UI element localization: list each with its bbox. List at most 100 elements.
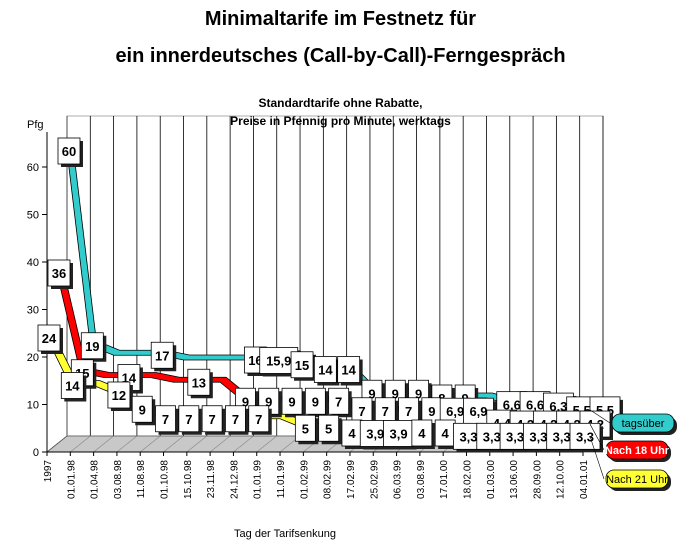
data-label-box: 9	[304, 387, 329, 418]
data-label: 14	[318, 363, 333, 378]
data-label-background	[248, 405, 270, 433]
data-label: 17	[155, 348, 169, 363]
x-tick-label: 03.08.98	[113, 460, 124, 499]
x-tick-label: 01.03.00	[486, 460, 497, 499]
data-label-box: 12	[107, 381, 133, 411]
data-label: 7	[405, 404, 412, 419]
data-label-background	[80, 332, 104, 360]
x-tick-label: 25.02.99	[369, 460, 380, 499]
x-tick-label: 01.01.99	[253, 460, 264, 499]
data-label-background	[328, 387, 350, 415]
data-label: 13	[192, 375, 206, 390]
x-tick-label: 1997	[43, 460, 54, 483]
data-label: 9	[139, 402, 146, 417]
legend-entry: tagsüber	[589, 409, 677, 435]
chart-title-line-1: Minimaltarife im Festnetz für	[204, 8, 477, 30]
data-label: 4	[442, 426, 450, 441]
data-label-background	[47, 259, 71, 287]
x-tick-label: 24.12.98	[229, 460, 240, 499]
data-label-background	[290, 351, 314, 379]
data-label-box: 9	[131, 395, 156, 426]
chart-subtitle-line-1: Standardtarife ohne Rabatte,	[258, 96, 423, 110]
legend-entry: Nach 18 Uhr	[589, 423, 671, 462]
data-label-background	[337, 356, 361, 383]
data-label: 15	[295, 358, 309, 373]
data-label-box: 15	[290, 351, 317, 381]
floor-grid-line	[70, 435, 91, 453]
data-label-box: 9	[281, 387, 306, 418]
data-label-background	[150, 341, 174, 369]
y-tick-label: 20	[27, 352, 39, 364]
x-tick-label: 08.02.99	[323, 460, 334, 499]
x-tick-label: 23.11.98	[206, 460, 217, 499]
data-label: 7	[255, 412, 262, 427]
data-label: 4	[348, 426, 356, 441]
data-label: 15,9	[266, 353, 291, 368]
x-tick-label: 01.04.98	[90, 460, 101, 499]
data-label-box: 14	[313, 356, 340, 386]
y-tick-label: 50	[27, 210, 39, 222]
data-label: 5	[302, 421, 309, 436]
data-label: 7	[185, 412, 192, 427]
data-label-background	[225, 405, 246, 433]
data-label: 7	[209, 412, 216, 427]
data-label-background	[131, 395, 153, 423]
x-tick-label: 04.01.01	[579, 460, 590, 499]
y-tick-label: 40	[27, 257, 39, 269]
data-label: 3,3	[506, 429, 524, 444]
data-label-box: 7	[248, 405, 272, 435]
floor-grid-line	[163, 435, 184, 453]
legend-entry: Nach 21 Uhr	[589, 436, 671, 491]
data-label: 9	[312, 394, 319, 409]
chart-subtitle-line-2: Preise in Pfennig pro Minute, werktags	[230, 114, 451, 128]
data-label: 3,3	[576, 429, 594, 444]
data-label-background	[294, 414, 316, 442]
x-tick-label: 28.09.00	[532, 460, 543, 499]
y-tick-label: 30	[27, 305, 39, 317]
data-label: 19	[85, 339, 99, 354]
x-tick-label: 18.02.00	[462, 460, 473, 499]
data-label: 16	[248, 353, 262, 368]
data-label: 9	[392, 386, 399, 401]
data-label-background	[383, 420, 414, 447]
x-tick-label: 17.02.99	[346, 460, 357, 499]
data-label: 9	[242, 394, 249, 409]
x-tick-label: 01.02.99	[299, 460, 310, 499]
data-label-box: 4	[434, 419, 459, 449]
x-tick-label: 11.08.98	[136, 460, 147, 499]
legend-leader	[589, 409, 611, 424]
data-label-background	[57, 137, 81, 165]
data-label: 6,3	[549, 399, 567, 414]
data-label: 6,9	[469, 404, 487, 419]
data-label: 6,6	[526, 398, 544, 413]
data-label: 6,9	[446, 404, 464, 419]
floor-grid-line	[209, 435, 231, 453]
data-label: 9	[265, 394, 272, 409]
data-label: 4	[418, 426, 426, 441]
data-label-box: 4	[411, 419, 435, 449]
data-label: 9	[415, 386, 422, 401]
data-label: 9	[288, 394, 295, 409]
data-label-box: 7	[225, 405, 249, 435]
data-label: 3,3	[529, 429, 547, 444]
y-tick-label: 0	[33, 447, 39, 459]
x-tick-label: 15.10.98	[183, 460, 194, 499]
data-label: 9	[368, 386, 375, 401]
data-label: 9	[428, 404, 435, 419]
data-label-box: 14	[337, 356, 363, 386]
data-label-box: 3,3	[569, 422, 603, 453]
data-label: 14	[341, 363, 356, 378]
data-label: 7	[162, 412, 169, 427]
x-tick-label: 13.06.00	[509, 460, 520, 499]
data-label: 7	[335, 394, 342, 409]
legend-label: Nach 18 Uhr	[605, 445, 670, 457]
data-label-background	[60, 372, 84, 399]
data-label-box: 17	[150, 341, 177, 372]
legend-leader	[589, 423, 605, 451]
data-label-box: 7	[328, 387, 352, 418]
data-label: 3,9	[390, 426, 408, 441]
legend-label: Nach 21 Uhr	[606, 474, 668, 486]
data-label: 3,3	[553, 429, 571, 444]
x-tick-label: 06.03.99	[393, 460, 404, 499]
